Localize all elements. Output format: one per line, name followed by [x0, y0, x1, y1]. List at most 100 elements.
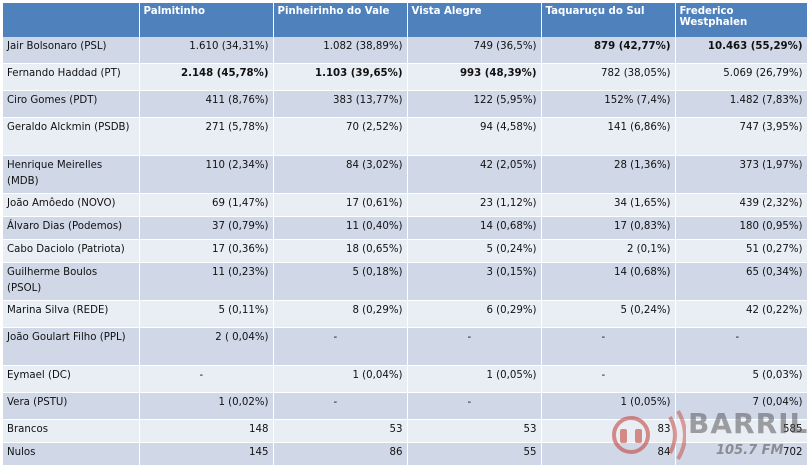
candidate-name: Henrique Meirelles (MDB) [3, 155, 140, 194]
vote-cell: 86 [273, 442, 408, 466]
candidate-name: Fernando Haddad (PT) [3, 63, 140, 91]
vote-cell: 782 (38,05%) [541, 63, 676, 91]
table-row: Cabo Daciolo (Patriota) 17 (0,36%) 18 (0,6… [3, 239, 808, 263]
vote-cell: 17 (0,83%) [541, 216, 676, 240]
vote-cell: - [273, 327, 408, 366]
candidate-name: Guilherme Boulos (PSOL) [3, 262, 140, 301]
candidate-name: Geraldo Alckmin (PSDB) [3, 117, 140, 156]
table-row: Vera (PSTU) 1 (0,02%) - -1 (0,05%) 7 (0,04%) [3, 392, 808, 420]
vote-cell: 6 (0,29%) [407, 300, 542, 328]
table-header-row: Palmitinho Pinheirinho do Vale Vista Ale… [3, 3, 808, 37]
vote-cell: 1 (0,05%) [407, 365, 542, 393]
candidate-name: Jair Bolsonaro (PSL) [3, 37, 140, 64]
vote-cell: 94 (4,58%) [407, 117, 542, 156]
vote-cell: 747 (3,95%) [675, 117, 808, 156]
vote-cell: 23 (1,12%) [407, 193, 542, 217]
vote-cell: 7 (0,04%) [675, 392, 808, 420]
vote-cell: 5 (0,24%) [407, 239, 542, 263]
vote-cell: 34 (1,65%) [541, 193, 676, 217]
vote-cell: 1.082 (38,89%) [273, 37, 408, 64]
vote-cell: 1 (0,04%) [273, 365, 408, 393]
candidate-name: Vera (PSTU) [3, 392, 140, 420]
candidate-name: Eymael (DC) [3, 365, 140, 393]
vote-cell: - [675, 327, 808, 366]
candidate-name: Nulos [3, 442, 140, 466]
vote-cell: 11 (0,40%) [273, 216, 408, 240]
vote-cell: 180 (0,95%) [675, 216, 808, 240]
vote-cell: 1.610 (34,31%) [139, 37, 274, 64]
table-row: Nulos 145 86 55 84 702 [3, 442, 808, 466]
vote-cell: 122 (5,95%) [407, 90, 542, 118]
vote-cell: 14 (0,68%) [541, 262, 676, 301]
vote-cell: 2 (0,1%) [541, 239, 676, 263]
vote-cell: 1 (0,02%) [139, 392, 274, 420]
header-frederico-westphalen: Frederico Westphalen [675, 3, 808, 37]
candidate-name: Cabo Daciolo (Patriota) [3, 239, 140, 263]
vote-cell: 53 [273, 419, 408, 443]
vote-cell: 83 [541, 419, 676, 443]
table-row: João Amôedo (NOVO) 69 (1,47%) 17 (0,61%) 23… [3, 193, 808, 217]
vote-cell: 11 (0,23%) [139, 262, 274, 301]
candidate-name: Ciro Gomes (PDT) [3, 90, 140, 118]
vote-cell: 8 (0,29%) [273, 300, 408, 328]
vote-cell: 1 (0,05%) [541, 392, 676, 420]
vote-cell: 42 (2,05%) [407, 155, 542, 194]
vote-cell: - [273, 392, 408, 420]
header-vista-alegre: Vista Alegre [407, 3, 542, 37]
table-body: Jair Bolsonaro (PSL) 1.610 (34,31%) 1.082 … [3, 37, 808, 466]
vote-cell: 141 (6,86%) [541, 117, 676, 156]
vote-cell: 51 (0,27%) [675, 239, 808, 263]
vote-cell: 411 (8,76%) [139, 90, 274, 118]
vote-cell: 749 (36,5%) [407, 37, 542, 64]
vote-cell: - [541, 327, 676, 366]
table-row: João Goulart Filho (PPL) 2 ( 0,04%) - - - - [3, 327, 808, 366]
vote-cell: 383 (13,77%) [273, 90, 408, 118]
vote-cell: 53 [407, 419, 542, 443]
vote-cell: 1.103 (39,65%) [273, 63, 408, 91]
vote-cell: 10.463 (55,29%) [675, 37, 808, 64]
vote-cell: 17 (0,61%) [273, 193, 408, 217]
vote-cell: 5 (0,11%) [139, 300, 274, 328]
table-row: Brancos 148 53 53 83 585 [3, 419, 808, 443]
candidate-name: Brancos [3, 419, 140, 443]
vote-cell: 84 (3,02%) [273, 155, 408, 194]
vote-cell: 5.069 (26,79%) [675, 63, 808, 91]
candidate-name: João Amôedo (NOVO) [3, 193, 140, 217]
vote-cell: - [541, 365, 676, 393]
vote-cell: 1.482 (7,83%) [675, 90, 808, 118]
candidate-name: Álvaro Dias (Podemos) [3, 216, 140, 240]
table-row: Álvaro Dias (Podemos) 37 (0,79%) 11 (0,40%… [3, 216, 808, 240]
vote-cell: 879 (42,77%) [541, 37, 676, 64]
election-results-table: Palmitinho Pinheirinho do Vale Vista Ale… [3, 3, 808, 466]
header-candidate [3, 3, 140, 37]
table-row: Marina Silva (REDE) 5 (0,11%) 8 (0,29%) 6 (… [3, 300, 808, 328]
candidate-name: Marina Silva (REDE) [3, 300, 140, 328]
vote-cell: 5 (0,18%) [273, 262, 408, 301]
table-row: Guilherme Boulos (PSOL) 11 (0,23%) 5 (0,18… [3, 262, 808, 301]
vote-cell: 14 (0,68%) [407, 216, 542, 240]
vote-cell: 5 (0,24%) [541, 300, 676, 328]
table-row: Henrique Meirelles (MDB) 110 (2,34%) 84 (3… [3, 155, 808, 194]
vote-cell: 65 (0,34%) [675, 262, 808, 301]
vote-cell: 148 [139, 419, 274, 443]
vote-cell: 55 [407, 442, 542, 466]
table-row: Jair Bolsonaro (PSL) 1.610 (34,31%) 1.082 … [3, 37, 808, 64]
vote-cell: 373 (1,97%) [675, 155, 808, 194]
vote-cell: 2 ( 0,04%) [139, 327, 274, 366]
vote-cell: 993 (48,39%) [407, 63, 542, 91]
table-row: Ciro Gomes (PDT) 411 (8,76%) 383 (13,77%) 1… [3, 90, 808, 118]
vote-cell: 152% (7,4%) [541, 90, 676, 118]
vote-cell: 37 (0,79%) [139, 216, 274, 240]
vote-cell: 3 (0,15%) [407, 262, 542, 301]
vote-cell: 18 (0,65%) [273, 239, 408, 263]
vote-cell: 271 (5,78%) [139, 117, 274, 156]
vote-cell: 70 (2,52%) [273, 117, 408, 156]
vote-cell: 5 (0,03%) [675, 365, 808, 393]
table-row: Fernando Haddad (PT) 2.148 (45,78%) 1.103 … [3, 63, 808, 91]
vote-cell: 28 (1,36%) [541, 155, 676, 194]
vote-cell: 2.148 (45,78%) [139, 63, 274, 91]
vote-cell: 439 (2,32%) [675, 193, 808, 217]
vote-cell: 17 (0,36%) [139, 239, 274, 263]
header-palmitinho: Palmitinho [139, 3, 274, 37]
vote-cell: - [407, 327, 542, 366]
